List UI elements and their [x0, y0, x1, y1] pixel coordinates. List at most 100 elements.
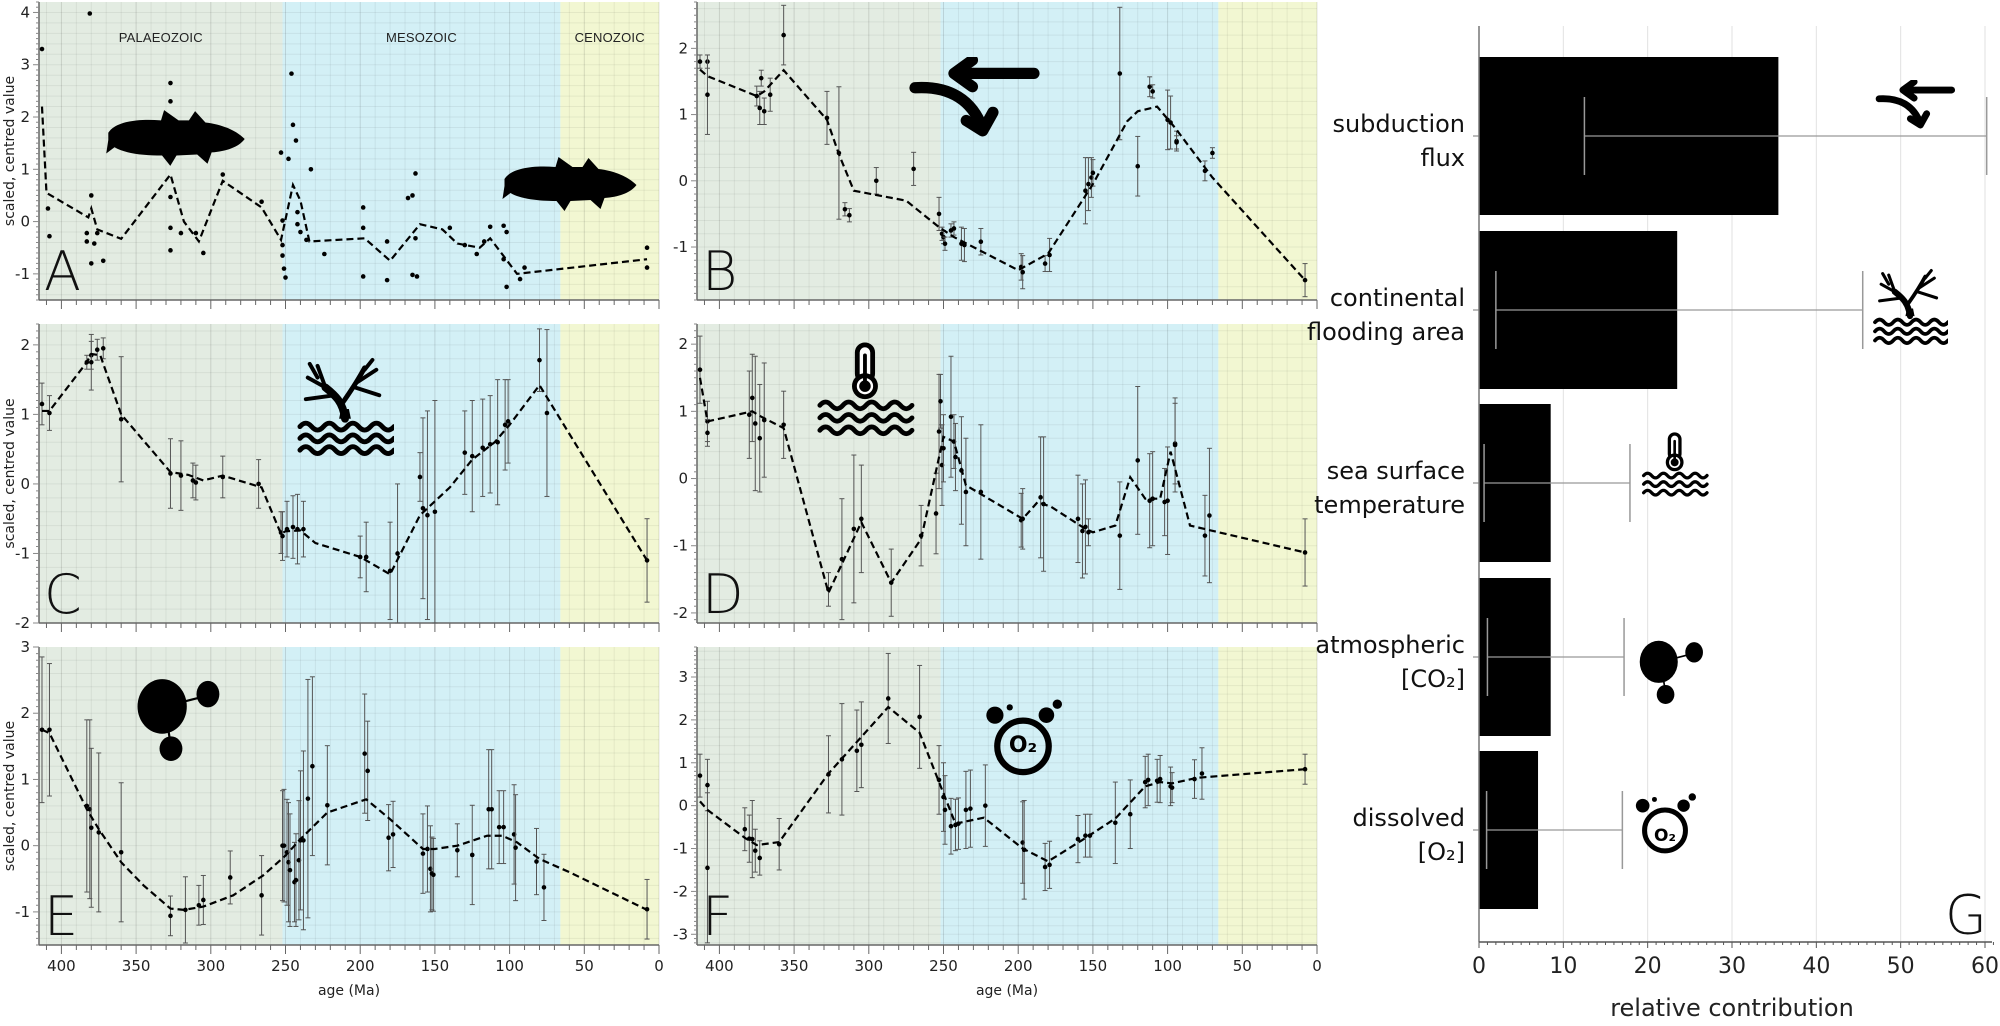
- data-point: [963, 807, 969, 813]
- x-tick-label: 100: [1153, 957, 1182, 975]
- era-label-palaeozoic: PALAEOZOIC: [119, 30, 203, 45]
- x-axis-label: age (Ma): [976, 983, 1038, 999]
- data-point: [481, 239, 487, 244]
- data-point: [705, 782, 710, 788]
- data-points: [697, 335, 1308, 621]
- panel-letter: G: [1945, 884, 1987, 947]
- x-tick-label: 100: [495, 957, 524, 975]
- category-label: atmospheric: [1315, 631, 1465, 659]
- grid: [39, 324, 660, 624]
- bar-row: subduction flux: [1332, 57, 1988, 215]
- data-point: [938, 398, 943, 404]
- data-point: [963, 489, 969, 495]
- data-point: [873, 178, 879, 184]
- data-point: [749, 836, 755, 842]
- data-point: [88, 261, 94, 266]
- panel-c: -2 -1 0 1 2 scaled, centred value C: [2, 323, 660, 632]
- data-point: [847, 212, 852, 218]
- panel-e: -1 0 1 2 3 400 350 300 250 200 150 100 50 0 age (Ma) sc…: [2, 638, 664, 999]
- data-point: [178, 230, 184, 236]
- data-point: [742, 826, 748, 832]
- grid: [39, 2, 660, 300]
- x-tick-label: 50: [1233, 957, 1252, 975]
- data-point: [168, 99, 173, 104]
- data-point: [752, 848, 758, 853]
- data-point: [1165, 498, 1170, 504]
- bar-row: continental flooding area: [1307, 231, 1864, 389]
- y-tick-label: 2: [20, 108, 30, 126]
- data-point: [1117, 533, 1123, 538]
- data-point: [933, 511, 939, 516]
- data-point: [534, 859, 539, 864]
- data-point: [283, 275, 288, 280]
- era-band-cenozoic: [1218, 324, 1317, 623]
- y-tick-label: 1: [20, 770, 30, 788]
- panel-f: -3 -2 -1 0 1 2 3 400 350 300 250 200 150 100 50 0 age (M…: [673, 646, 1322, 999]
- data-point: [168, 913, 173, 919]
- data-point: [951, 226, 957, 231]
- data-point: [39, 46, 45, 52]
- y-tick-label: 0: [678, 172, 688, 190]
- data-point: [767, 92, 773, 98]
- panel-letter: C: [44, 563, 82, 626]
- era-band-palaeozoic: [697, 324, 941, 623]
- panel-letter: F: [702, 885, 733, 948]
- data-point: [390, 832, 396, 837]
- y-tick-label: 1: [678, 402, 688, 420]
- category-label: flooding area: [1307, 318, 1465, 346]
- y-axis-label: scaled, centred value: [2, 76, 18, 226]
- x-tick-label: 50: [1887, 954, 1915, 979]
- data-point: [325, 802, 330, 808]
- data-point: [431, 872, 436, 878]
- data-point: [410, 193, 415, 198]
- y-tick-label: 1: [678, 754, 688, 772]
- data-point: [84, 239, 90, 244]
- y-tick-label: -1: [673, 238, 688, 256]
- data-point: [100, 346, 106, 351]
- y-tick-label: 2: [20, 704, 30, 722]
- category-label: subduction: [1332, 110, 1465, 138]
- y-tick-label: 1: [678, 106, 688, 124]
- data-point: [885, 696, 891, 701]
- data-point: [193, 480, 199, 485]
- data-point: [842, 206, 848, 212]
- data-point: [504, 284, 509, 290]
- trend-line: [699, 705, 1306, 863]
- data-points: [39, 11, 650, 290]
- x-axis-label: age (Ma): [318, 983, 380, 999]
- data-point: [911, 166, 916, 172]
- y-tick-label: -1: [673, 537, 688, 555]
- category-label: dissolved: [1353, 804, 1465, 832]
- data-point: [781, 32, 786, 38]
- data-point: [88, 359, 94, 365]
- y-tick-label: -1: [15, 903, 30, 921]
- data-point: [496, 824, 502, 830]
- data-point: [47, 233, 52, 239]
- data-point: [47, 727, 52, 733]
- era-band-palaeozoic: [697, 647, 941, 945]
- panel-b: -1 0 1 2 B: [673, 1, 1318, 309]
- data-point: [87, 11, 93, 16]
- era-band-cenozoic: [1218, 2, 1317, 300]
- x-tick-label: 0: [1472, 954, 1486, 979]
- panel-letter: D: [702, 563, 744, 626]
- era-band-cenozoic: [1218, 647, 1317, 945]
- data-point: [118, 849, 124, 855]
- x-tick-label: 40: [1802, 954, 1830, 979]
- era-label-mesozoic: MESOZOIC: [386, 30, 457, 45]
- data-point: [474, 251, 480, 257]
- data-point: [168, 80, 173, 86]
- data-point: [386, 835, 391, 841]
- data-point: [301, 526, 306, 532]
- data-point: [405, 195, 411, 201]
- data-point: [420, 505, 426, 511]
- data-point: [1135, 163, 1141, 169]
- data-point: [96, 830, 102, 835]
- data-point: [88, 193, 94, 198]
- data-point: [280, 533, 285, 539]
- data-point: [644, 265, 650, 270]
- data-point: [1047, 862, 1052, 868]
- era-band-cenozoic: [560, 647, 659, 945]
- data-point: [298, 229, 303, 235]
- data-point: [100, 258, 106, 264]
